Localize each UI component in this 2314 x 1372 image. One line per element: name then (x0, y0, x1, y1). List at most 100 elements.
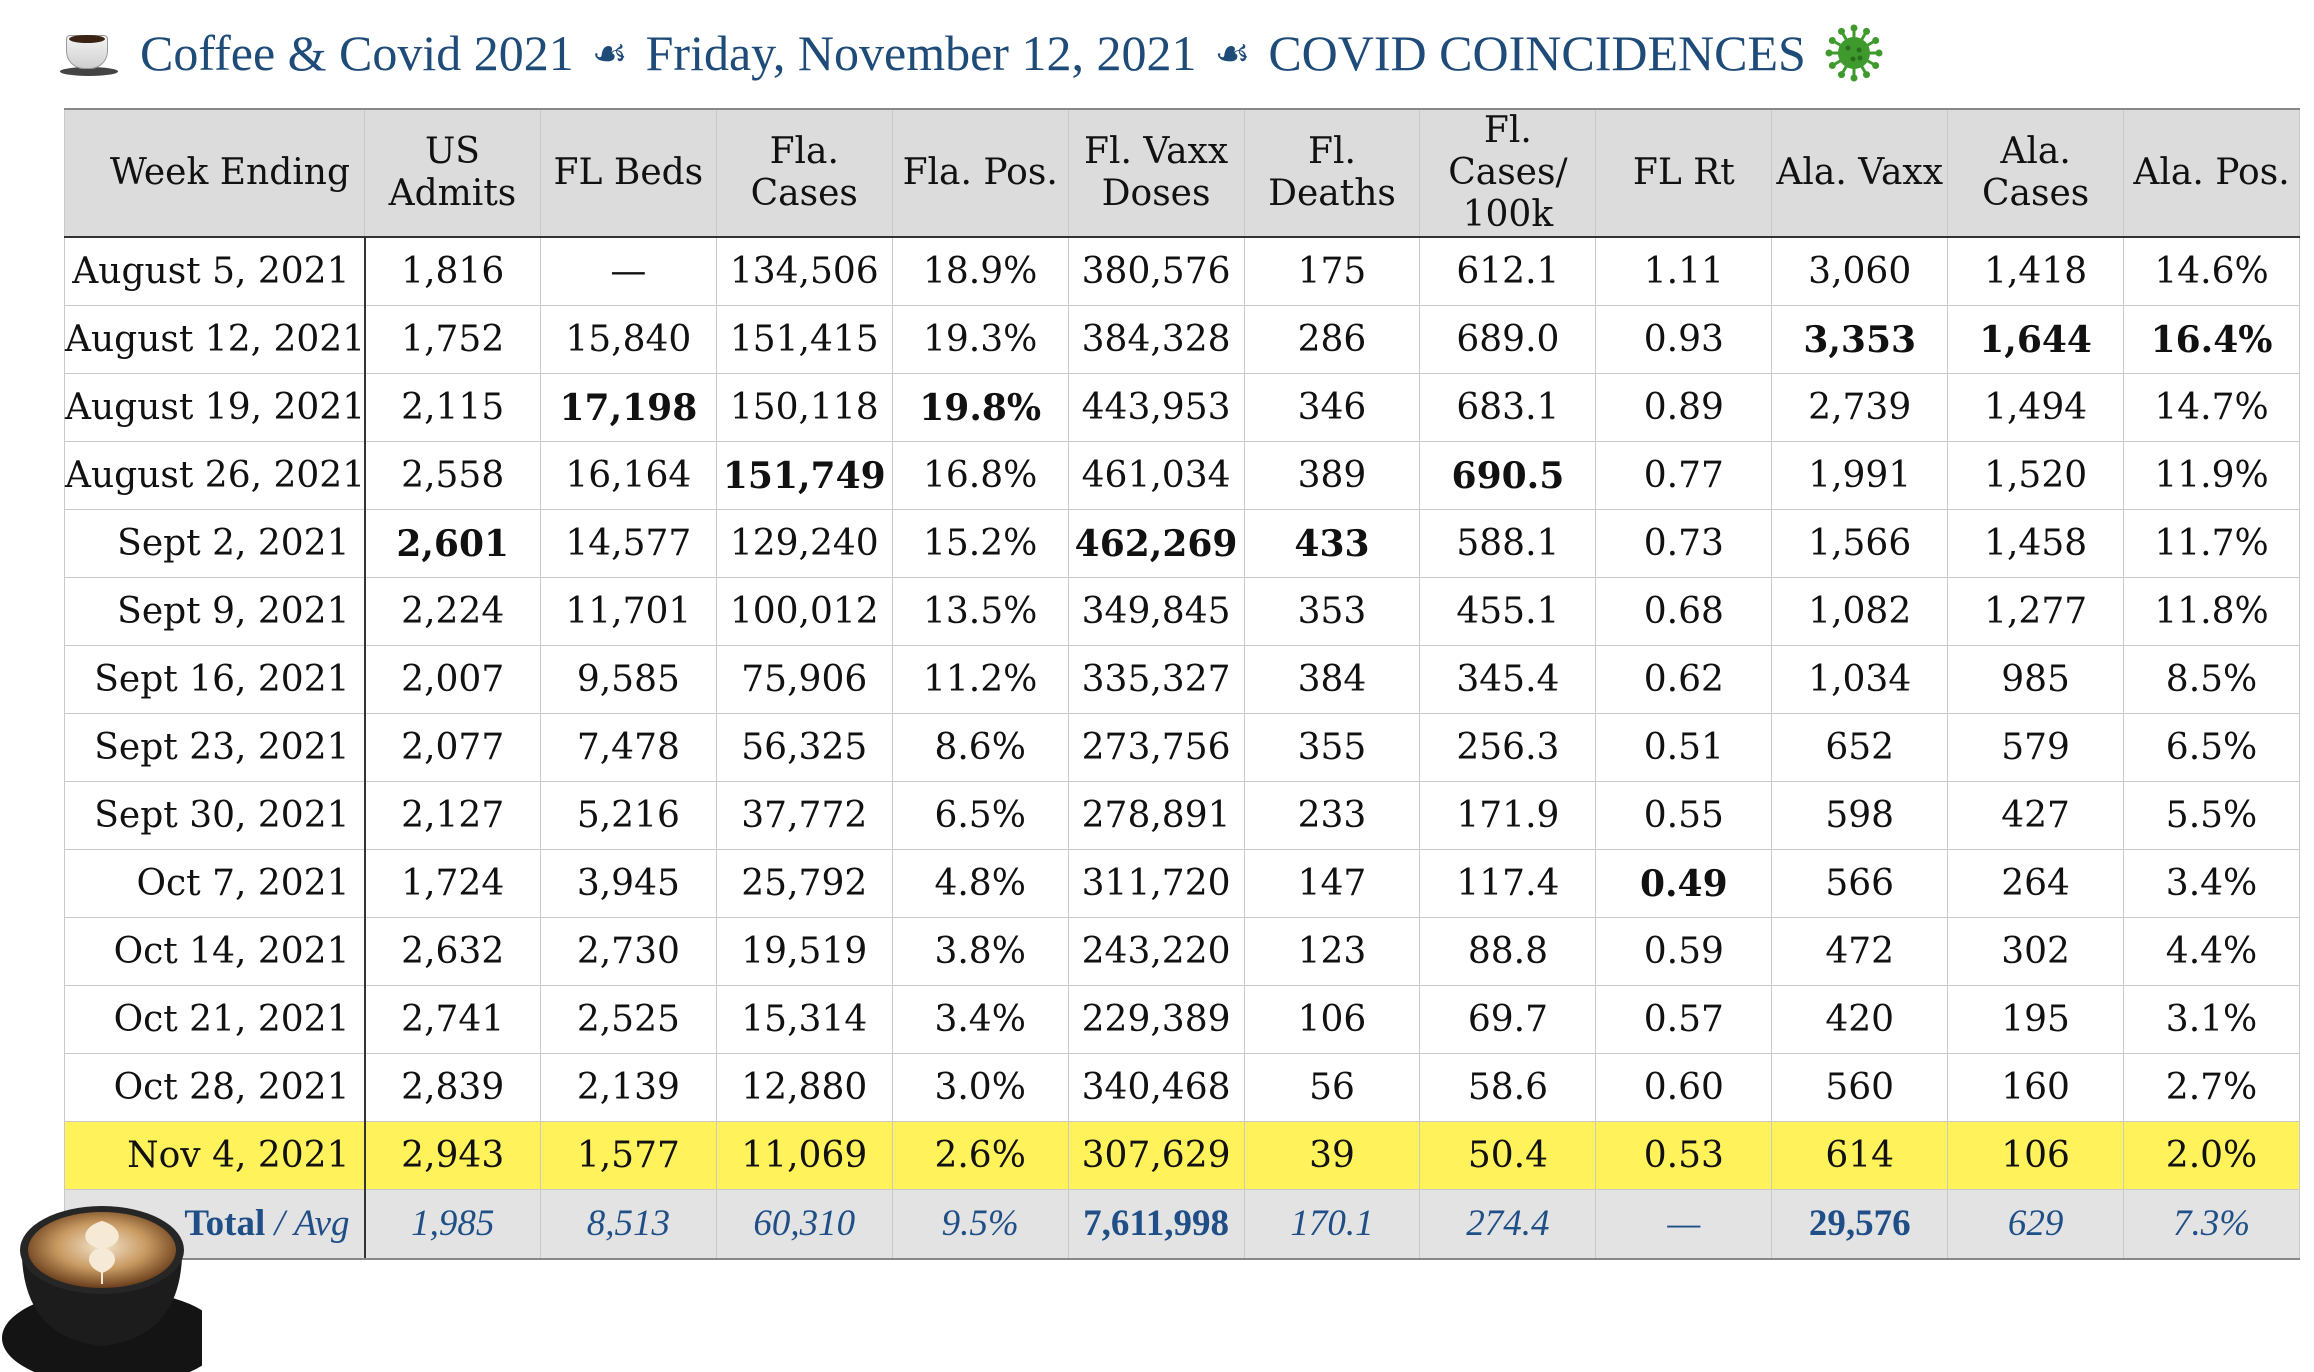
cell-fl-vaxx-doses: 443,953 (1067, 373, 1245, 442)
cell-fl-vaxx-doses: 380,576 (1067, 236, 1245, 306)
cell-fl-cases-100k: 50.4 (1419, 1121, 1597, 1190)
week-ending-cell: August 12, 2021 (64, 305, 366, 374)
cell-fl-vaxx-doses: 273,756 (1067, 713, 1245, 782)
column-header-fla-pos: Fla. Pos. (891, 108, 1069, 238)
cell-fla-cases: 19,519 (715, 917, 893, 986)
cell-ala-vaxx: 566 (1771, 849, 1949, 918)
cell-ala-cases: 1,520 (1947, 441, 2125, 510)
cell-ala-pos: 2.7% (2123, 1053, 2300, 1122)
cell-fl-deaths: 384 (1243, 645, 1421, 714)
virus-icon (1825, 24, 1883, 82)
cell-fl-cases-100k: 69.7 (1419, 985, 1597, 1054)
cell-us-admits: 1,724 (364, 849, 541, 918)
column-header-fl-beds: FL Beds (539, 108, 717, 238)
table-row: August 12, 2021 1,752 15,840 151,415 19.3% 38… (64, 305, 2300, 374)
cell-fl-deaths: 233 (1243, 781, 1421, 850)
table-row: August 19, 2021 2,115 17,198 150,118 19.8% 44… (64, 373, 2300, 442)
cell-fla-pos: 3.4% (891, 985, 1069, 1054)
week-ending-cell: Oct 21, 2021 (64, 985, 366, 1054)
cell-ala-pos: 16.4% (2123, 305, 2300, 374)
cell-us-admits: 1,816 (364, 236, 541, 306)
cell-fl-vaxx-doses: 349,845 (1067, 577, 1245, 646)
cell-fl-vaxx-doses: 462,269 (1067, 509, 1245, 578)
cell-fl-rt: 1.11 (1595, 236, 1773, 306)
cell-fl-beds: 5,216 (539, 781, 717, 850)
cell-ala-vaxx: 560 (1771, 1053, 1949, 1122)
week-ending-cell: Sept 16, 2021 (64, 645, 366, 714)
cell-ala-cases: 427 (1947, 781, 2125, 850)
total-avg-row: Total / Avg 1,985 8,513 60,310 9.5% 7,611,998… (64, 1189, 2300, 1260)
cell-fl-deaths: 106 (1243, 985, 1421, 1054)
total-cell-fl-deaths: 170.1 (1243, 1189, 1421, 1260)
week-ending-cell: August 5, 2021 (64, 236, 366, 306)
cell-fl-rt: 0.55 (1595, 781, 1773, 850)
cell-fla-pos: 11.2% (891, 645, 1069, 714)
cell-ala-vaxx: 652 (1771, 713, 1949, 782)
cell-ala-cases: 302 (1947, 917, 2125, 986)
table-row: Oct 28, 2021 2,839 2,139 12,880 3.0% 340,468 5… (64, 1053, 2300, 1122)
cell-fla-cases: 150,118 (715, 373, 893, 442)
cell-fl-beds: 17,198 (539, 373, 717, 442)
cell-ala-vaxx: 472 (1771, 917, 1949, 986)
cell-ala-cases: 1,644 (1947, 305, 2125, 374)
cell-ala-vaxx: 3,060 (1771, 236, 1949, 306)
cell-fl-cases-100k: 256.3 (1419, 713, 1597, 782)
cell-fl-cases-100k: 683.1 (1419, 373, 1597, 442)
cell-fl-rt: 0.62 (1595, 645, 1773, 714)
cell-fl-rt: 0.53 (1595, 1121, 1773, 1190)
title-part-2: Friday, November 12, 2021 (645, 25, 1197, 81)
cell-ala-pos: 11.9% (2123, 441, 2300, 510)
cell-ala-cases: 160 (1947, 1053, 2125, 1122)
cell-fla-cases: 12,880 (715, 1053, 893, 1122)
cell-fl-beds: 7,478 (539, 713, 717, 782)
cell-fl-beds: 2,139 (539, 1053, 717, 1122)
week-ending-cell: Sept 9, 2021 (64, 577, 366, 646)
table-row: Sept 23, 2021 2,077 7,478 56,325 8.6% 273,756… (64, 713, 2300, 782)
title-part-1: Coffee & Covid 2021 (140, 25, 574, 81)
total-cell-fl-vaxx-doses: 7,611,998 (1067, 1189, 1245, 1260)
total-cell-us-admits: 1,985 (364, 1189, 541, 1260)
total-label: Total (184, 1203, 266, 1244)
cell-fla-cases: 151,749 (715, 441, 893, 510)
column-header-fla-cases: Fla. Cases (715, 108, 893, 238)
table-row: Oct 14, 2021 2,632 2,730 19,519 3.8% 243,220 1… (64, 917, 2300, 986)
cell-ala-pos: 11.8% (2123, 577, 2300, 646)
cell-ala-pos: 8.5% (2123, 645, 2300, 714)
cell-fl-deaths: 433 (1243, 509, 1421, 578)
cell-fla-pos: 3.8% (891, 917, 1069, 986)
cell-fl-deaths: 286 (1243, 305, 1421, 374)
cell-fla-pos: 13.5% (891, 577, 1069, 646)
cell-fla-cases: 100,012 (715, 577, 893, 646)
column-header-ala-vaxx: Ala. Vaxx (1771, 108, 1949, 238)
cell-fl-deaths: 147 (1243, 849, 1421, 918)
cell-fl-rt: 0.68 (1595, 577, 1773, 646)
week-ending-cell: August 26, 2021 (64, 441, 366, 510)
cell-fl-deaths: 175 (1243, 236, 1421, 306)
cell-us-admits: 2,127 (364, 781, 541, 850)
cell-fl-cases-100k: 117.4 (1419, 849, 1597, 918)
cell-fla-cases: 75,906 (715, 645, 893, 714)
cell-fl-vaxx-doses: 307,629 (1067, 1121, 1245, 1190)
table-header-row: Week Ending US Admits FL Beds Fla. Cases Fla… (64, 108, 2300, 238)
title-part-3: COVID COINCIDENCES (1268, 25, 1806, 81)
cell-ala-pos: 5.5% (2123, 781, 2300, 850)
cell-fl-rt: 0.77 (1595, 441, 1773, 510)
cell-fl-deaths: 389 (1243, 441, 1421, 510)
page-title: Coffee & Covid 2021 ☙ Friday, November 1… (60, 18, 1884, 88)
column-header-ala-cases: Ala. Cases (1947, 108, 2125, 238)
week-ending-cell: August 19, 2021 (64, 373, 366, 442)
cell-ala-pos: 11.7% (2123, 509, 2300, 578)
fleuron-separator: ☙ (1214, 30, 1251, 76)
cell-fla-pos: 18.9% (891, 236, 1069, 306)
week-ending-cell: Nov 4, 2021 (64, 1121, 366, 1190)
cell-fl-rt: 0.49 (1595, 849, 1773, 918)
total-cell-ala-vaxx: 29,576 (1771, 1189, 1949, 1260)
cell-ala-pos: 3.1% (2123, 985, 2300, 1054)
cell-ala-cases: 1,458 (1947, 509, 2125, 578)
cell-fl-vaxx-doses: 243,220 (1067, 917, 1245, 986)
cell-fla-pos: 2.6% (891, 1121, 1069, 1190)
cell-fl-vaxx-doses: 311,720 (1067, 849, 1245, 918)
cell-us-admits: 2,558 (364, 441, 541, 510)
cell-fla-pos: 4.8% (891, 849, 1069, 918)
column-header-fl-deaths: Fl. Deaths (1243, 108, 1421, 238)
